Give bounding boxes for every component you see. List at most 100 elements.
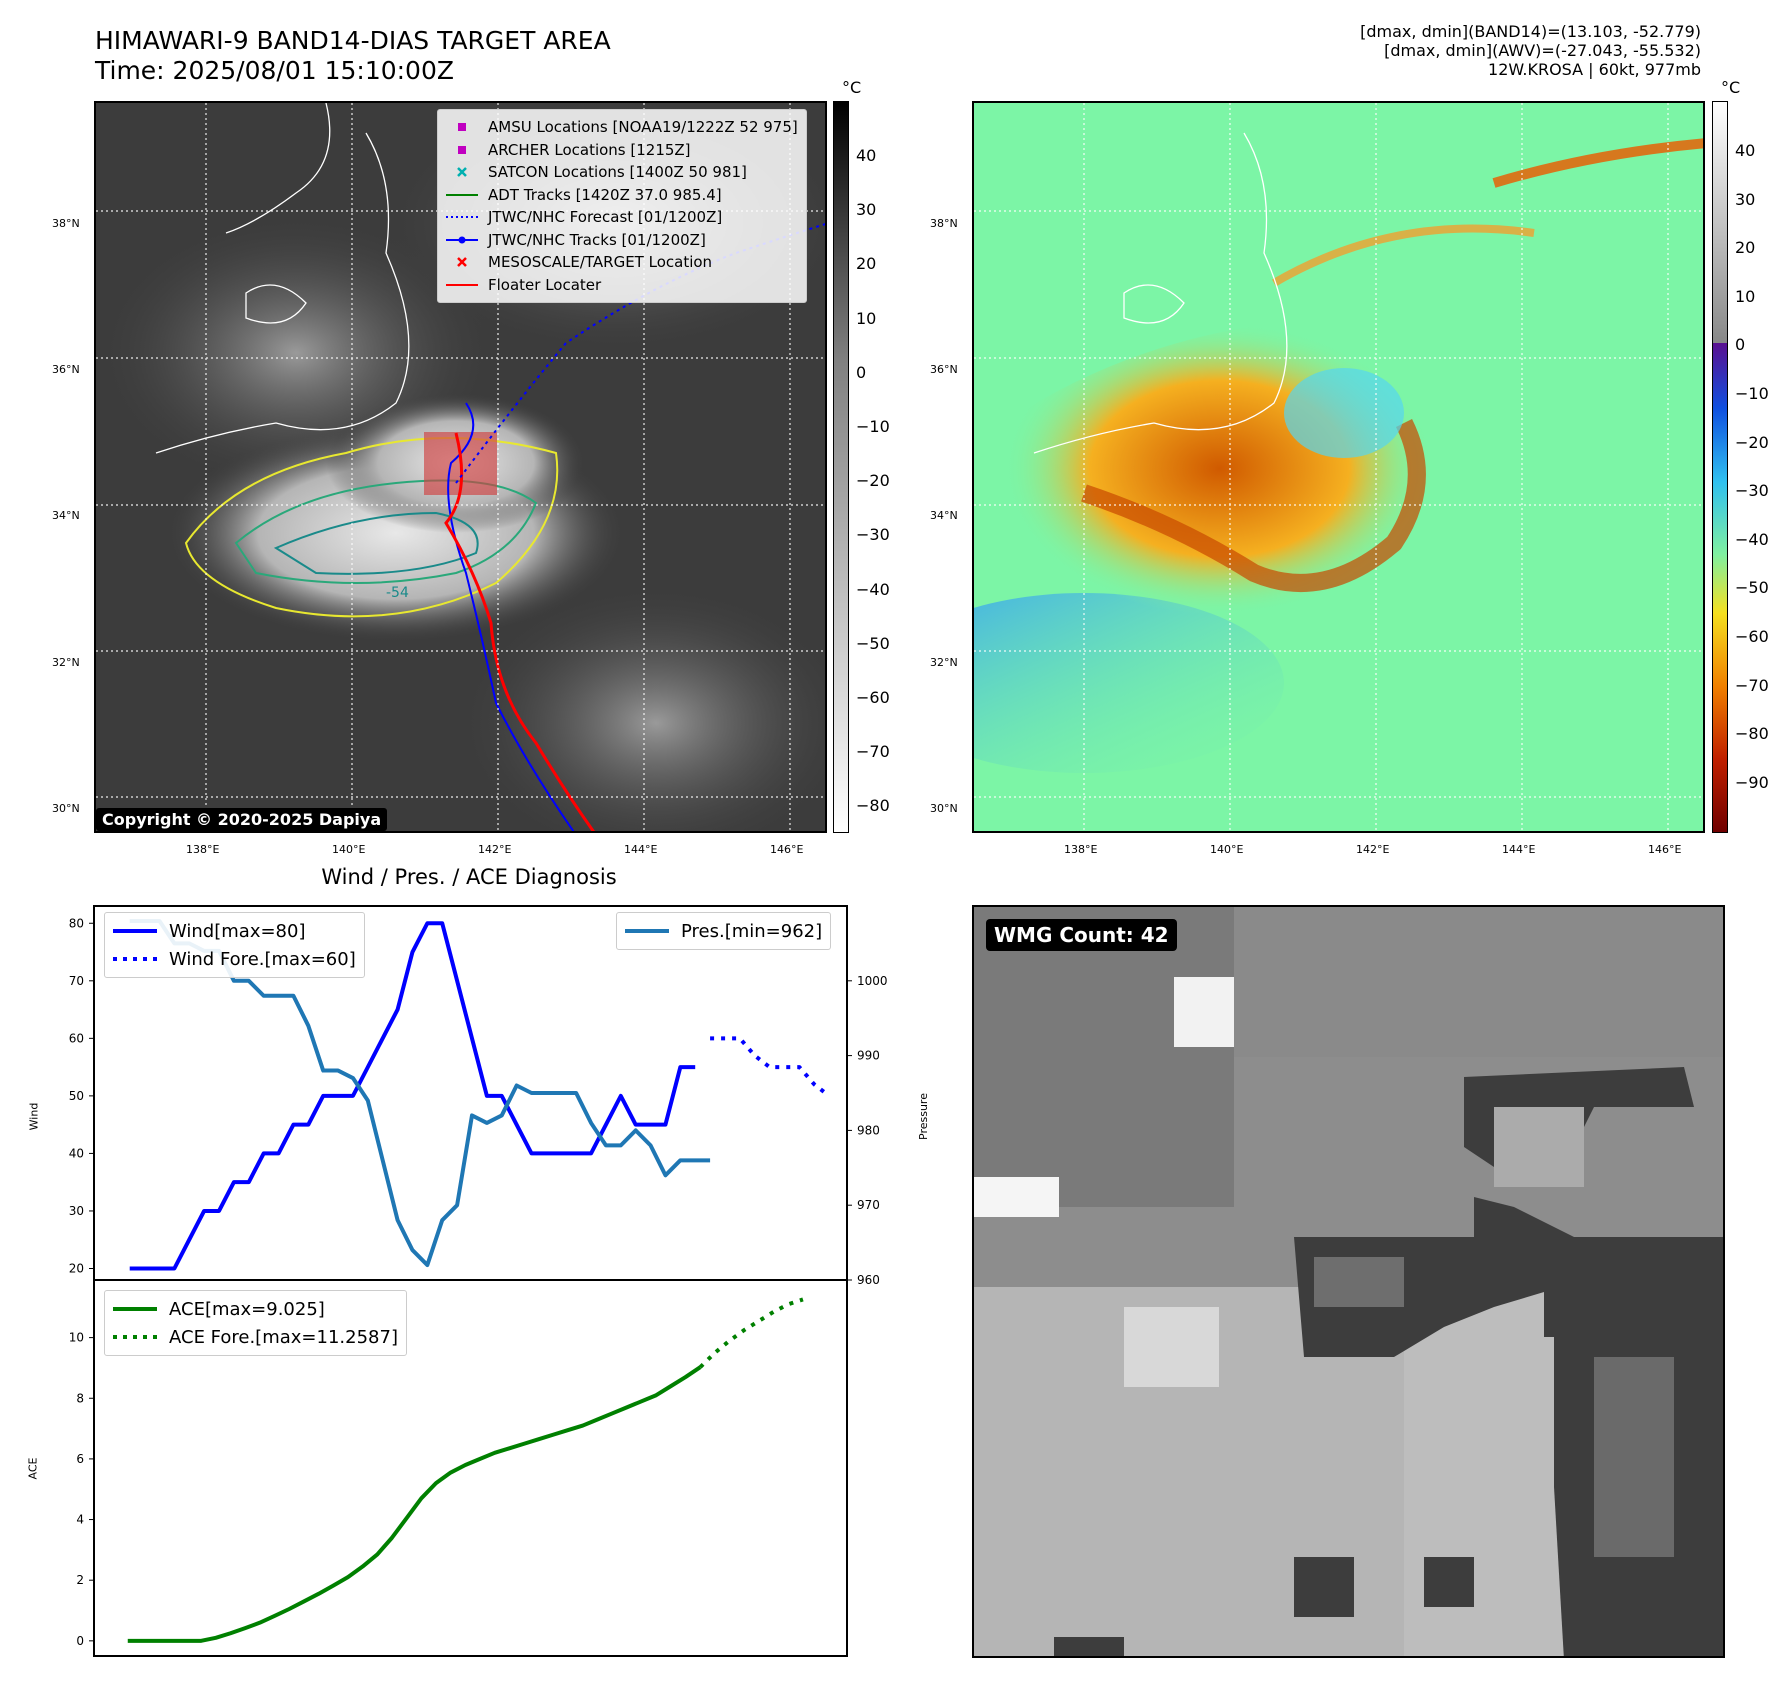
ace-y-tick-label: 4	[76, 1513, 84, 1527]
info-line-2: [dmax, dmin](AWV)=(-27.043, -55.532)	[1384, 41, 1701, 60]
ace-chart: 10 8 6 4 2 0	[69, 1280, 848, 1657]
map-legend: AMSU Locations [NOAA19/1222Z 52 975] ARCH…	[437, 109, 807, 303]
wind-y-tick-label: 70	[69, 974, 84, 988]
ir-colorbar-tick-label: 0	[856, 362, 867, 382]
info-line-3: 12W.KROSA | 60kt, 977mb	[1488, 60, 1701, 79]
lon-tick-label: 142°E	[478, 843, 512, 856]
legend-symbol-icon	[446, 186, 478, 204]
wind-y-tick-label: 30	[69, 1204, 84, 1218]
wind-y-tick-label: 60	[69, 1031, 84, 1045]
ir-colorbar-tick-label: 40	[856, 146, 877, 165]
ir-colorbar	[833, 101, 849, 833]
wv-colorbar-unit: °C	[1721, 78, 1741, 97]
wmg-count-badge: WMG Count: 42	[986, 919, 1177, 951]
ace-y-tick-label: 8	[76, 1391, 84, 1405]
ir-map-panel: -54 AMSU Locations [NOAA19/1222Z 52 975]…	[94, 101, 827, 833]
wv-map-image	[974, 103, 1703, 831]
wmg-panel: WMG Count: 42	[972, 905, 1725, 1658]
wv-map-panel	[972, 101, 1705, 833]
legend-symbol-icon	[446, 118, 478, 136]
ace-axis-label: ACE	[26, 1457, 40, 1480]
ir-colorbar-tick-label: −70	[856, 742, 890, 762]
series-line	[698, 1297, 804, 1369]
pressure-y-tick-label: 970	[857, 1198, 880, 1212]
wv-colorbar-tick-label: 10	[1735, 286, 1756, 306]
wv-colorbar-tick-label: 20	[1735, 238, 1756, 258]
map-legend-item: MESOSCALE/TARGET Location	[446, 251, 798, 274]
lon-tick-label: 144°E	[624, 843, 658, 856]
series-line	[710, 1036, 831, 1098]
ir-colorbar-tick-label: 20	[856, 254, 877, 274]
series-line	[129, 921, 696, 1271]
map-legend-item: Floater Locater	[446, 274, 798, 297]
ace-chart-frame	[93, 1280, 848, 1657]
pressure-y-tick-label: 990	[857, 1049, 880, 1063]
pressure-legend-item: Pres.[min=962]	[625, 917, 822, 945]
lon-tick-label: 142°E	[1356, 843, 1390, 856]
storm-info: [dmax, dmin](BAND14)=(13.103, -52.779) […	[1360, 22, 1701, 79]
lat-tick-label: 30°N	[930, 802, 958, 815]
map-legend-label: ARCHER Locations [1215Z]	[488, 140, 691, 159]
map-legend-label: SATCON Locations [1400Z 50 981]	[488, 163, 747, 182]
lon-tick-label: 144°E	[1502, 843, 1536, 856]
pressure-y-tick-label: 1000	[857, 974, 888, 988]
wv-colorbar-tick-label: 40	[1735, 141, 1756, 160]
lat-tick-label: 34°N	[52, 509, 80, 522]
diagnosis-title: Wind / Pres. / ACE Diagnosis	[321, 865, 617, 889]
wv-colorbar-tick-label: −50	[1735, 578, 1769, 598]
pressure-y-tick-label: 960	[857, 1273, 880, 1287]
series-line	[127, 1365, 702, 1643]
pressure-legend: Pres.[min=962]	[616, 912, 832, 950]
contour-label: -54	[386, 585, 409, 601]
lon-tick-label: 140°E	[1210, 843, 1244, 856]
lon-tick-label: 146°E	[1648, 843, 1682, 856]
wv-colorbar-tick-label: −20	[1735, 432, 1769, 452]
map-legend-label: AMSU Locations [NOAA19/1222Z 52 975]	[488, 118, 798, 137]
ir-colorbar-tick-label: −10	[856, 417, 890, 436]
legend-symbol-icon	[446, 276, 478, 294]
lat-tick-label: 38°N	[52, 217, 80, 230]
legend-symbol-icon	[446, 208, 478, 226]
ir-colorbar-tick-label: 30	[856, 200, 877, 220]
wind-y-tick-label: 40	[69, 1146, 84, 1160]
ir-colorbar-tick-label: −40	[856, 579, 890, 599]
lat-tick-label: 32°N	[930, 656, 958, 669]
map-legend-label: Floater Locater	[488, 275, 602, 294]
map-legend-item: ARCHER Locations [1215Z]	[446, 139, 798, 162]
ace-y-tick-label: 10	[69, 1331, 84, 1345]
info-line-1: [dmax, dmin](BAND14)=(13.103, -52.779)	[1360, 22, 1701, 41]
ace-fore-legend-item: ACE Fore.[max=11.2587]	[113, 1323, 398, 1351]
lat-tick-label: 38°N	[930, 217, 958, 230]
wv-colorbar-tick-label: 0	[1735, 335, 1746, 355]
wind-fore-legend-item: Wind Fore.[max=60]	[113, 945, 356, 973]
ir-colorbar-tick-label: −60	[856, 688, 890, 707]
map-legend-label: MESOSCALE/TARGET Location	[488, 253, 713, 272]
wv-colorbar-tick-label: −40	[1735, 529, 1769, 549]
map-legend-label: JTWC/NHC Forecast [01/1200Z]	[488, 208, 723, 227]
wv-colorbar-tick-label: −30	[1735, 481, 1769, 501]
wind-legend-label: Wind[max=80]	[169, 920, 306, 942]
wind-fore-legend-label: Wind Fore.[max=60]	[169, 948, 356, 970]
wv-colorbar	[1712, 101, 1728, 833]
wv-colorbar-tick-label: −70	[1735, 675, 1769, 695]
title-line-1: HIMAWARI-9 BAND14-DIAS TARGET AREA	[95, 26, 611, 55]
wv-colorbar-tick-label: −90	[1735, 772, 1769, 792]
ace-y-tick-label: 6	[76, 1452, 84, 1466]
lat-tick-label: 30°N	[52, 802, 80, 815]
pressure-y-tick-label: 980	[857, 1123, 880, 1137]
lat-tick-label: 32°N	[52, 656, 80, 669]
lon-tick-label: 138°E	[186, 843, 220, 856]
lat-tick-label: 36°N	[52, 363, 80, 376]
wind-y-tick-label: 20	[69, 1261, 84, 1275]
wv-colorbar-tick-label: −80	[1735, 724, 1769, 744]
ace-legend-label: ACE[max=9.025]	[169, 1298, 325, 1320]
wv-colorbar-tick-label: 30	[1735, 189, 1756, 209]
lon-tick-label: 138°E	[1064, 843, 1098, 856]
ace-y-tick-label: 2	[76, 1573, 84, 1587]
ir-colorbar-tick-label: −20	[856, 471, 890, 491]
copyright-badge: Copyright © 2020-2025 Dapiya	[96, 808, 388, 831]
figure-title: HIMAWARI-9 BAND14-DIAS TARGET AREA Time:…	[95, 26, 611, 86]
legend-symbol-icon	[446, 231, 478, 249]
ace-y-tick-label: 0	[76, 1634, 84, 1648]
wind-axis-label: Wind	[27, 1102, 41, 1131]
